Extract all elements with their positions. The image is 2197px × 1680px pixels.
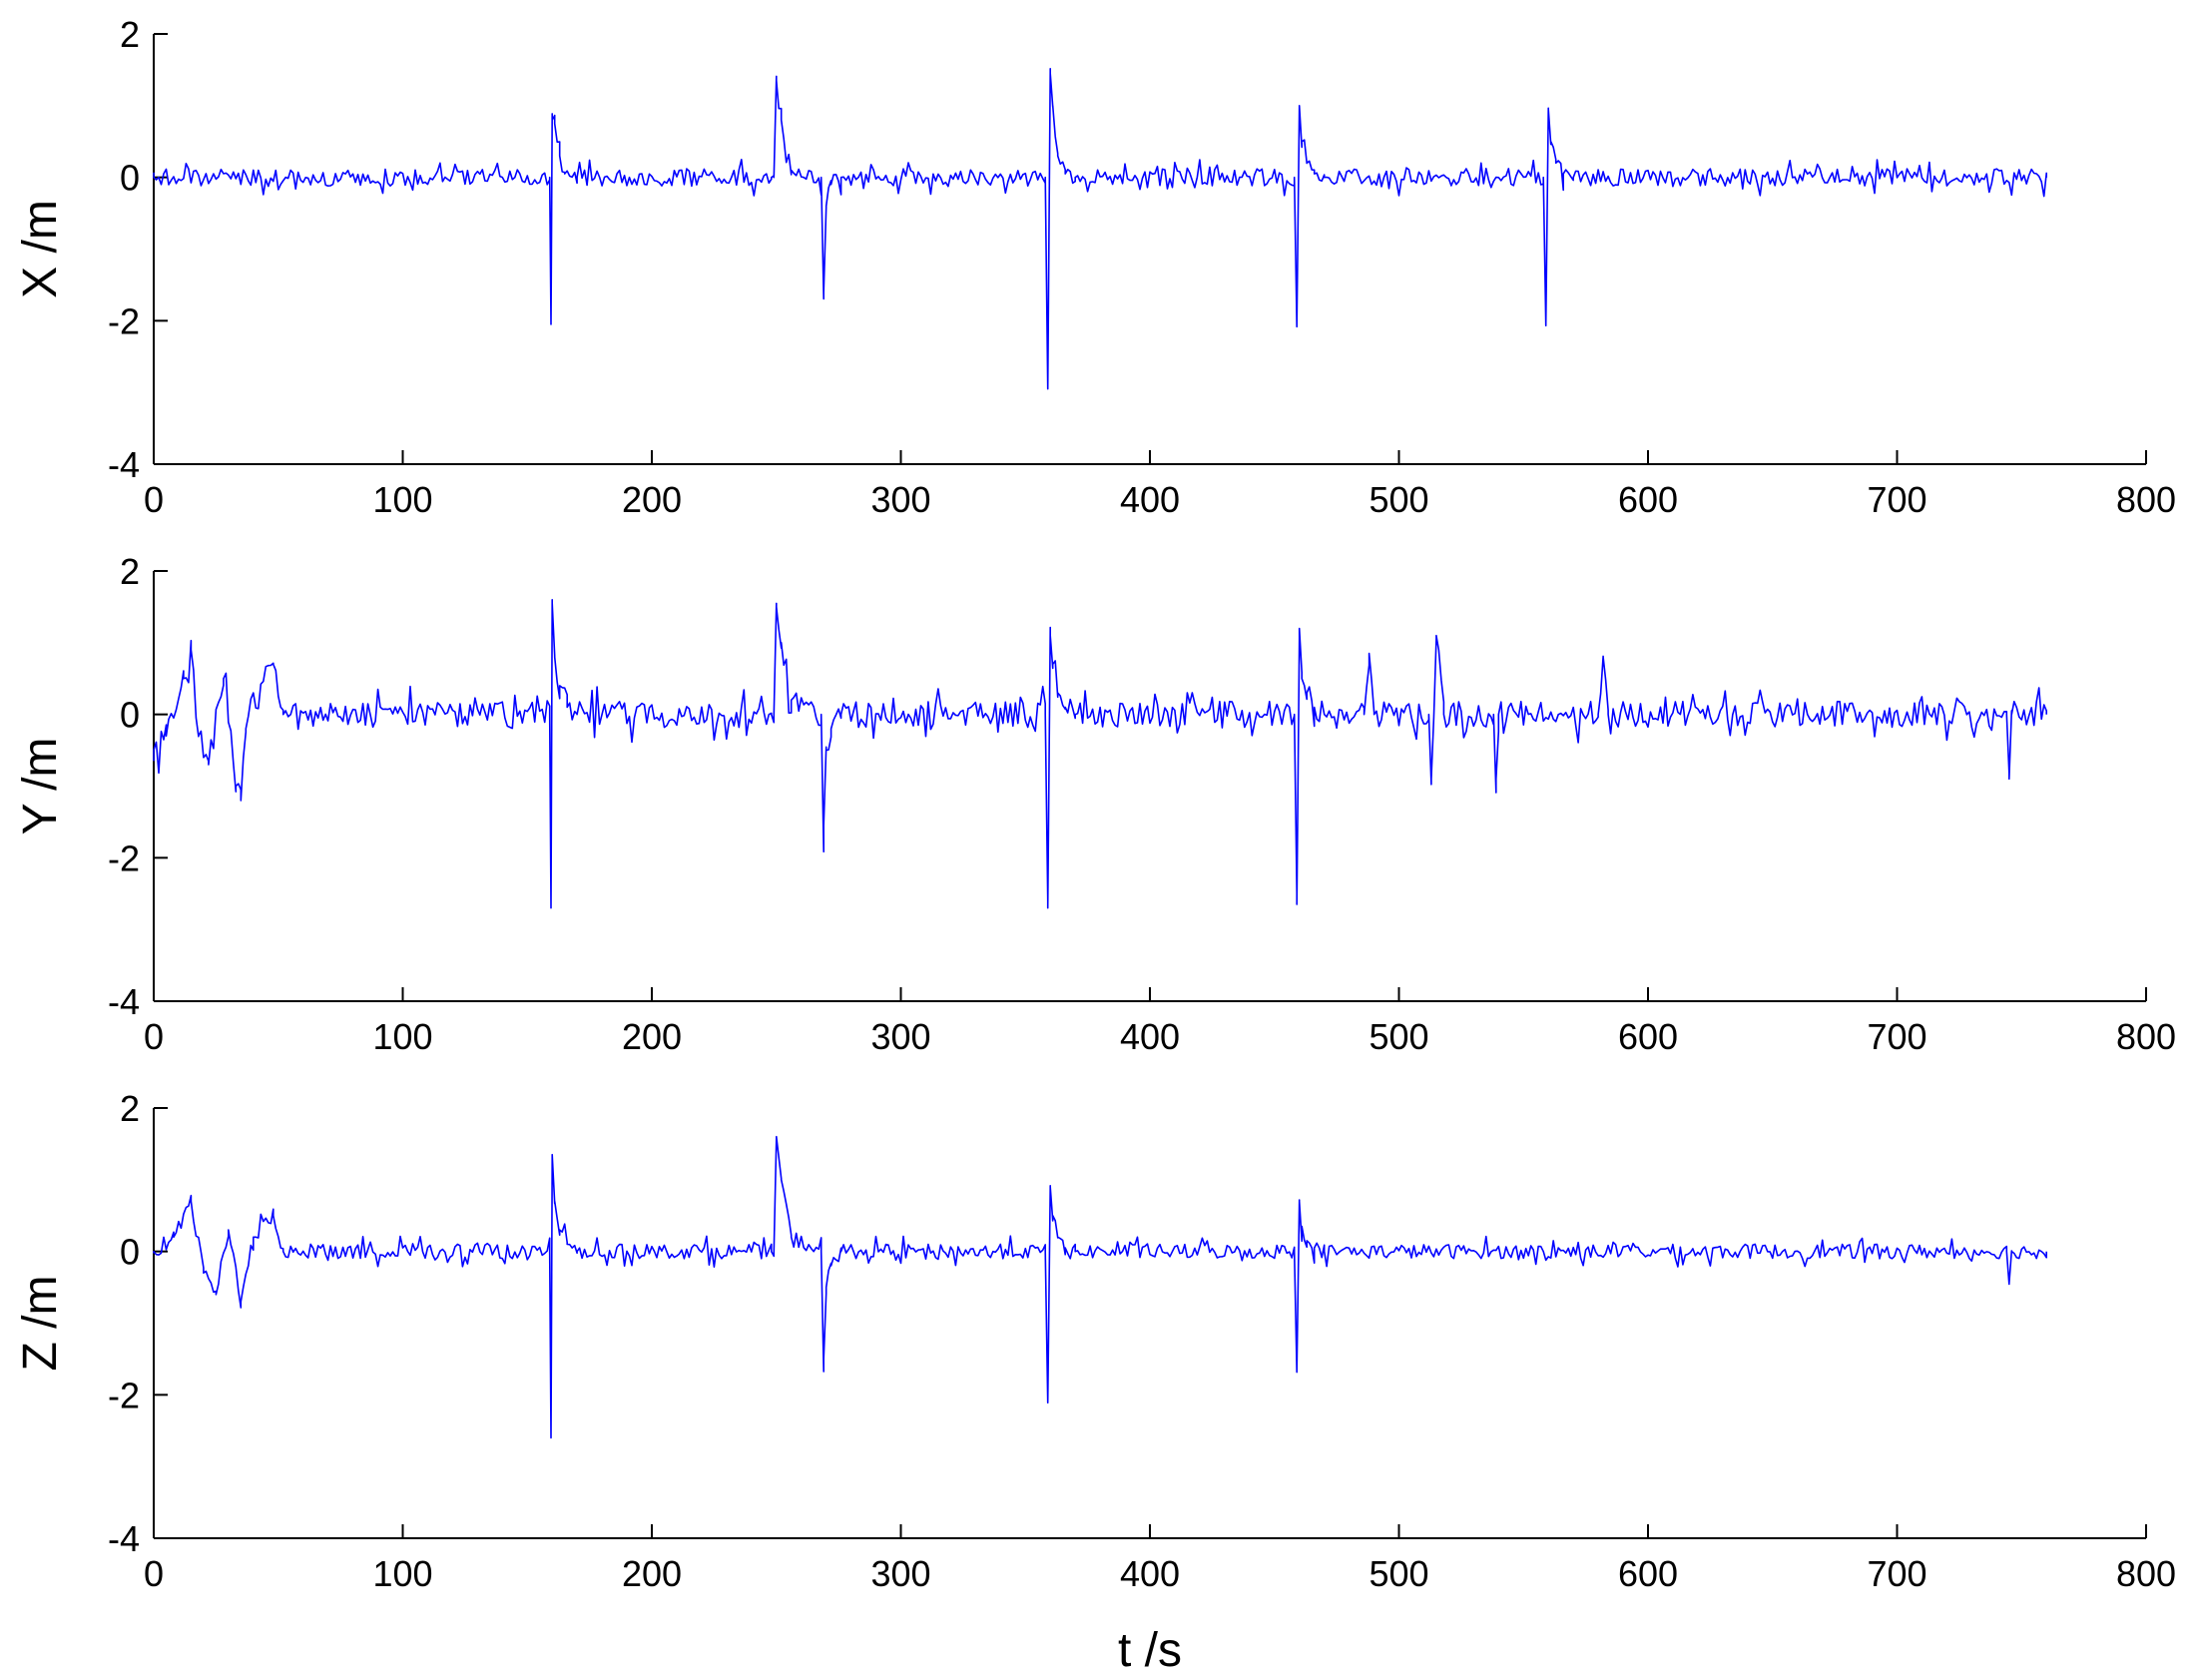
y-tick-label: -2 xyxy=(108,838,140,878)
y-axis-label: Z /m xyxy=(14,1276,67,1372)
y-tick-label: 0 xyxy=(120,695,140,736)
x-tick-label: 800 xyxy=(2116,1016,2176,1057)
x-tick-label: 800 xyxy=(2116,1553,2176,1594)
y-tick-label: -4 xyxy=(108,1518,140,1559)
x-tick-label: 500 xyxy=(1369,1553,1428,1594)
series-line xyxy=(153,68,2047,390)
x-tick-label: 100 xyxy=(372,1016,432,1057)
y-axis-label: Y /m xyxy=(14,738,67,836)
x-tick-label: 700 xyxy=(1867,479,1926,520)
y-tick-label: -2 xyxy=(108,1375,140,1415)
x-tick-label: 700 xyxy=(1867,1016,1926,1057)
y-tick-label: -2 xyxy=(108,300,140,341)
x-tick-label: 300 xyxy=(870,1016,930,1057)
x-tick-label: 0 xyxy=(144,479,164,520)
x-axis-label: t /s xyxy=(1118,1624,1182,1677)
x-tick-label: 200 xyxy=(622,1016,682,1057)
x-tick-label: 300 xyxy=(870,479,930,520)
subplot-3: 0 100 200 300 400 500 600 700 800 2 0 -2 -4 Z /m t /s xyxy=(14,1088,2176,1677)
y-tick-label: 0 xyxy=(120,158,140,199)
x-tick-label: 600 xyxy=(1618,479,1678,520)
x-tick-label: 800 xyxy=(2116,479,2176,520)
y-tick-label: -4 xyxy=(108,444,140,485)
x-tick-label: 0 xyxy=(144,1553,164,1594)
x-tick-label: 200 xyxy=(622,479,682,520)
x-tick-label: 100 xyxy=(372,1553,432,1594)
y-tick-label: 0 xyxy=(120,1232,140,1273)
series-line xyxy=(153,599,2047,909)
y-axis-label: X /m xyxy=(14,200,67,298)
subplot-2: 0 100 200 300 400 500 600 700 800 2 0 -2 -4 Y /m xyxy=(14,551,2176,1057)
x-tick-label: 300 xyxy=(870,1553,930,1594)
x-tick-label: 500 xyxy=(1369,1016,1428,1057)
x-tick-label: 500 xyxy=(1369,479,1428,520)
y-tick-label: 2 xyxy=(120,14,140,55)
y-tick-label: -4 xyxy=(108,981,140,1022)
x-tick-label: 700 xyxy=(1867,1553,1926,1594)
x-tick-label: 600 xyxy=(1618,1553,1678,1594)
x-tick-label: 200 xyxy=(622,1553,682,1594)
x-tick-label: 0 xyxy=(144,1016,164,1057)
subplot-1: 0 100 200 300 400 500 600 700 800 2 0 -2 -4 X /m xyxy=(14,14,2176,520)
x-tick-label: 400 xyxy=(1120,1553,1180,1594)
series-line xyxy=(153,1135,2047,1439)
x-tick-label: 400 xyxy=(1120,1016,1180,1057)
y-tick-label: 2 xyxy=(120,1088,140,1129)
y-tick-label: 2 xyxy=(120,551,140,592)
x-tick-label: 600 xyxy=(1618,1016,1678,1057)
x-tick-label: 400 xyxy=(1120,479,1180,520)
x-tick-label: 100 xyxy=(372,479,432,520)
